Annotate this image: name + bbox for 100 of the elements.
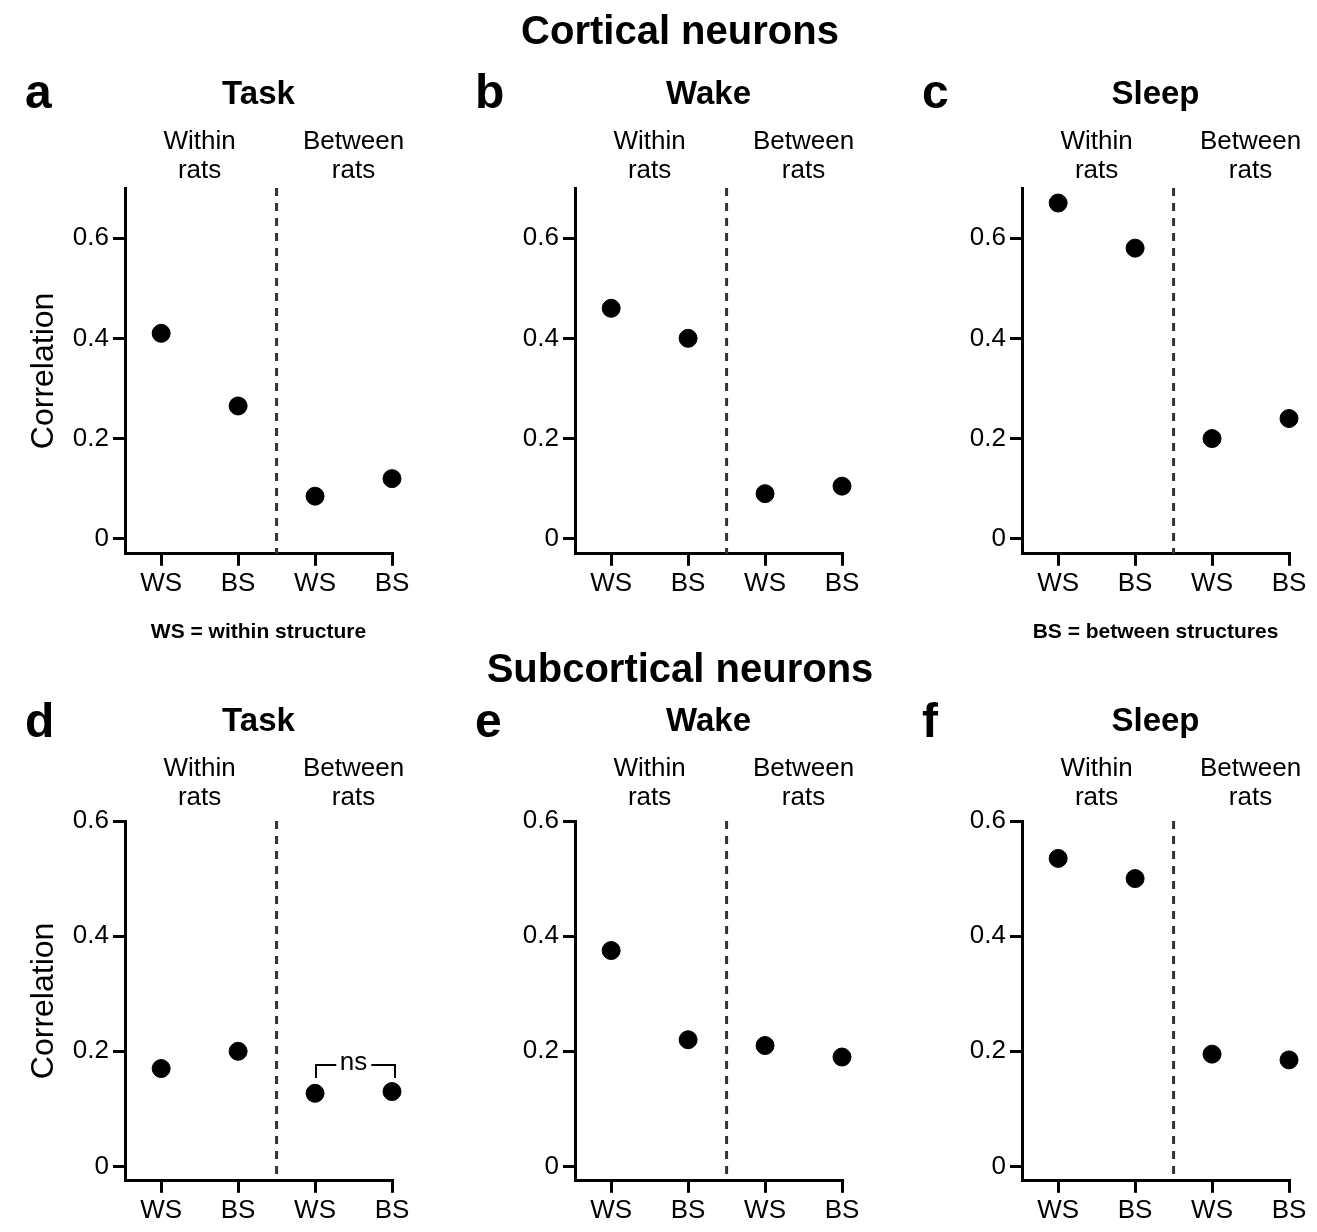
text: d (25, 694, 55, 747)
x-tick-label: BS (220, 566, 256, 597)
point (755, 1036, 775, 1056)
y-tick-label: 0.2 (72, 421, 109, 452)
x-tick-label: WS (1191, 566, 1233, 597)
point (832, 476, 852, 496)
text: Within rats (612, 752, 687, 811)
y-axis-title: Correlation (24, 922, 61, 1080)
point (228, 1041, 248, 1061)
x-tick-label: BS (1271, 566, 1307, 597)
point (678, 328, 698, 348)
text: Between rats (1198, 752, 1303, 811)
text: Between rats (751, 752, 856, 811)
y-axis-title: Correlation (24, 292, 61, 450)
y-tick-label: 0.2 (969, 421, 1006, 452)
y-tick-label: 0.2 (522, 421, 559, 452)
y-tick-label: 0.4 (522, 321, 559, 352)
x-tick-label: WS (744, 566, 786, 597)
text: Between rats (1198, 125, 1303, 184)
point (1279, 1050, 1299, 1070)
y-tick-label: 0.4 (969, 919, 1006, 950)
y-tick-label: 0.6 (522, 804, 559, 835)
x-tick-label: BS (670, 566, 706, 597)
text: Subcortical neurons (486, 646, 874, 690)
y-tick-label: 0.2 (72, 1034, 109, 1065)
text: c (922, 65, 949, 118)
x-tick-label: BS (1117, 1193, 1153, 1224)
y-tick-label: 0.2 (969, 1034, 1006, 1065)
text: Within rats (612, 125, 687, 184)
text: Cortical neurons (521, 8, 839, 52)
x-tick-label: BS (1271, 1193, 1307, 1224)
y-tick-label: 0 (991, 521, 1006, 552)
x-tick-label: WS (744, 1193, 786, 1224)
chart-title: Task (222, 701, 295, 738)
x-tick-label: BS (1117, 566, 1153, 597)
y-tick-label: 0.6 (969, 804, 1006, 835)
x-tick-label: WS (1037, 566, 1080, 597)
y-tick-label: 0.4 (72, 919, 109, 950)
y-tick-label: 0.6 (72, 221, 109, 252)
point (305, 1083, 325, 1103)
y-tick-label: 0 (544, 1149, 559, 1180)
x-tick-label: WS (140, 566, 183, 597)
text: Within rats (162, 125, 237, 184)
text: f (922, 694, 938, 747)
text: Between rats (301, 752, 406, 811)
chart-title: Wake (666, 701, 751, 738)
x-tick-label: WS (1191, 1193, 1233, 1224)
y-tick-label: 0.6 (969, 221, 1006, 252)
point (1279, 409, 1299, 428)
x-tick-label: WS (1037, 1193, 1080, 1224)
point (1125, 869, 1145, 889)
chart-title: Wake (666, 74, 751, 111)
y-tick-label: 0.4 (522, 919, 559, 950)
text: Within rats (162, 752, 237, 811)
y-tick-label: 0.2 (522, 1034, 559, 1065)
point (382, 469, 402, 489)
point (832, 1047, 852, 1067)
chart-title: Sleep (1111, 701, 1200, 738)
point (1048, 848, 1068, 868)
text: Between rats (751, 125, 856, 184)
x-tick-label: BS (824, 566, 860, 597)
y-tick-label: 0.6 (72, 804, 109, 835)
x-tick-label: BS (670, 1193, 706, 1224)
x-tick-label: WS (140, 1193, 183, 1224)
x-tick-label: BS (374, 566, 410, 597)
chart-title: Sleep (1111, 74, 1200, 111)
y-tick-label: 0.4 (72, 321, 109, 352)
point (1125, 238, 1145, 258)
text: Within rats (1059, 125, 1134, 184)
point (601, 298, 621, 318)
point (678, 1030, 698, 1050)
x-tick-label: WS (590, 566, 633, 597)
x-tick-label: BS (220, 1193, 256, 1224)
point (228, 396, 248, 416)
y-tick-label: 0 (544, 521, 559, 552)
text: Within rats (1059, 752, 1134, 811)
point (1202, 1044, 1222, 1064)
y-tick-label: 0 (94, 521, 109, 552)
text: WS = within structure (150, 619, 367, 642)
point (1048, 193, 1068, 213)
annotation: ns (335, 1045, 372, 1076)
point (601, 941, 621, 961)
point (382, 1082, 402, 1102)
x-tick-label: WS (294, 566, 336, 597)
x-tick-label: BS (824, 1193, 860, 1224)
x-tick-label: WS (294, 1193, 336, 1224)
x-tick-label: BS (374, 1193, 410, 1224)
text: b (475, 65, 505, 118)
point (151, 1059, 171, 1079)
y-tick-label: 0 (991, 1149, 1006, 1180)
point (755, 484, 775, 504)
point (1202, 429, 1222, 449)
text: e (475, 694, 502, 747)
y-tick-label: 0.6 (522, 221, 559, 252)
text: BS = between structures (1032, 619, 1279, 642)
x-tick-label: WS (590, 1193, 633, 1224)
y-tick-label: 0.4 (969, 321, 1006, 352)
y-tick-label: 0 (94, 1149, 109, 1180)
text: Between rats (301, 125, 406, 184)
point (151, 323, 171, 343)
